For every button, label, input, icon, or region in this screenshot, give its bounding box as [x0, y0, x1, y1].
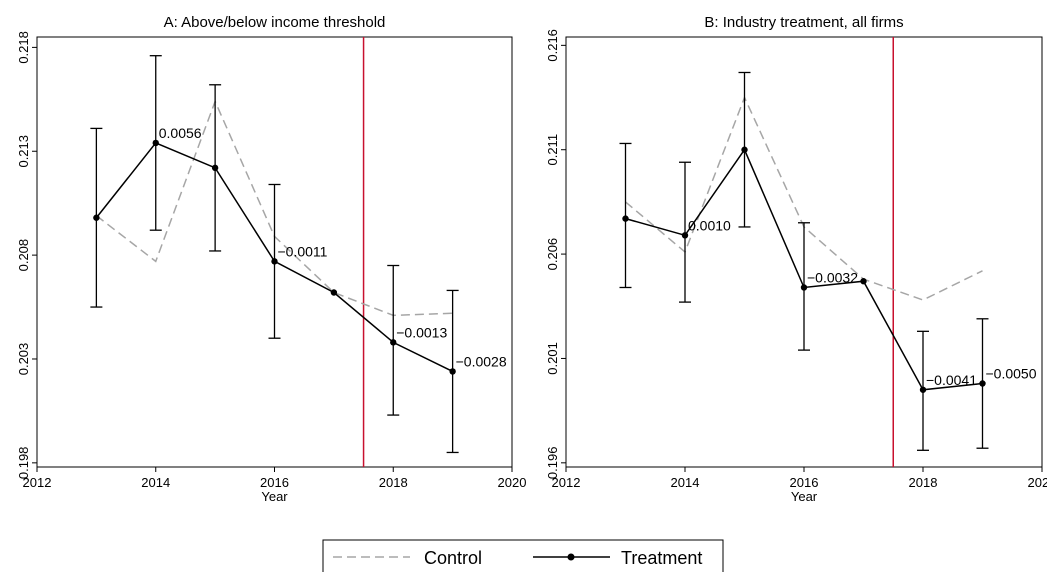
legend-control-label: Control [424, 548, 482, 568]
panel-b-coefficient-label: −0.0032 [807, 269, 858, 285]
panel-a-treatment-point [93, 214, 100, 221]
panel-b-x-tick-label: 2014 [671, 475, 700, 490]
panel-a-y-tick-label: 0.203 [16, 343, 31, 376]
panel-a-x-tick-label: 2018 [379, 475, 408, 490]
panel-b-treatment-point [919, 386, 927, 393]
panel-a-y-tick-label: 0.198 [16, 447, 31, 480]
legend-treatment-label: Treatment [621, 548, 702, 568]
panel-b-coefficient-label: −0.0041 [926, 372, 977, 388]
panel-a-treatment-point [449, 368, 456, 375]
panel-a-x-tick-label: 2016 [260, 475, 289, 490]
panel-a: A: Above/below income threshold 2012 2014 2… [16, 14, 526, 504]
legend-frame [322, 539, 724, 577]
panel-b-x-tick-label: 2020 [1028, 475, 1047, 490]
panel-b-x-tick-label: 2016 [790, 475, 819, 490]
panel-b-x-axis-label: Year [791, 489, 818, 504]
panel-a-x-tick-label: 2012 [23, 475, 52, 490]
panel-a-y-tick-label: 0.213 [16, 135, 31, 168]
panel-b-treatment-point [979, 380, 986, 387]
panel-a-x-axis-label: Year [261, 489, 288, 504]
panel-b-title: B: Industry treatment, all firms [704, 14, 903, 31]
panel-a-treatment-point [211, 164, 219, 172]
panel-b-y-tick-label: 0.206 [545, 238, 560, 271]
panel-a-title: A: Above/below income threshold [164, 14, 386, 31]
panel-b-treatment-point [622, 215, 629, 222]
panel-b-coefficient-label: 0.0010 [688, 217, 731, 233]
panel-a-x-tick-label: 2020 [498, 475, 527, 490]
panel-b-y-tick-label: 0.201 [545, 342, 560, 375]
panel-b: B: Industry treatment, all firms 2012 2014… [545, 14, 1047, 504]
panel-b-x-tick-label: 2012 [552, 475, 581, 490]
panel-b-treatment-point [681, 232, 689, 239]
panel-a-coefficient-label: −0.0013 [396, 324, 447, 340]
panel-a-y-tick-label: 0.208 [16, 239, 31, 272]
panel-b-x-tick-label: 2018 [909, 475, 938, 490]
panel-a-coefficient-label: 0.0056 [159, 125, 202, 141]
panel-b-treatment-point [800, 284, 808, 291]
legend-treatment-marker [567, 553, 575, 561]
panel-a-coefficient-label: −0.0028 [456, 353, 507, 369]
panel-b-treatment-point [860, 278, 867, 285]
panel-a-treatment-point [152, 139, 159, 147]
panel-a-coefficient-label: −0.0011 [278, 243, 328, 259]
panel-b-y-tick-label: 0.216 [545, 29, 560, 62]
panel-b-treatment-point [741, 146, 748, 153]
panel-b-y-tick-label: 0.196 [545, 447, 560, 480]
panel-a-x-tick-label: 2014 [141, 475, 170, 490]
panel-a-treatment-point [330, 289, 338, 296]
panel-a-treatment-point [271, 258, 278, 265]
panel-a-y-tick-label: 0.218 [16, 31, 31, 64]
legend: Control Treatment [322, 539, 724, 577]
panel-a-treatment-point [390, 339, 397, 346]
panel-b-y-tick-label: 0.211 [545, 134, 560, 166]
panel-b-coefficient-label: −0.0050 [986, 366, 1037, 382]
